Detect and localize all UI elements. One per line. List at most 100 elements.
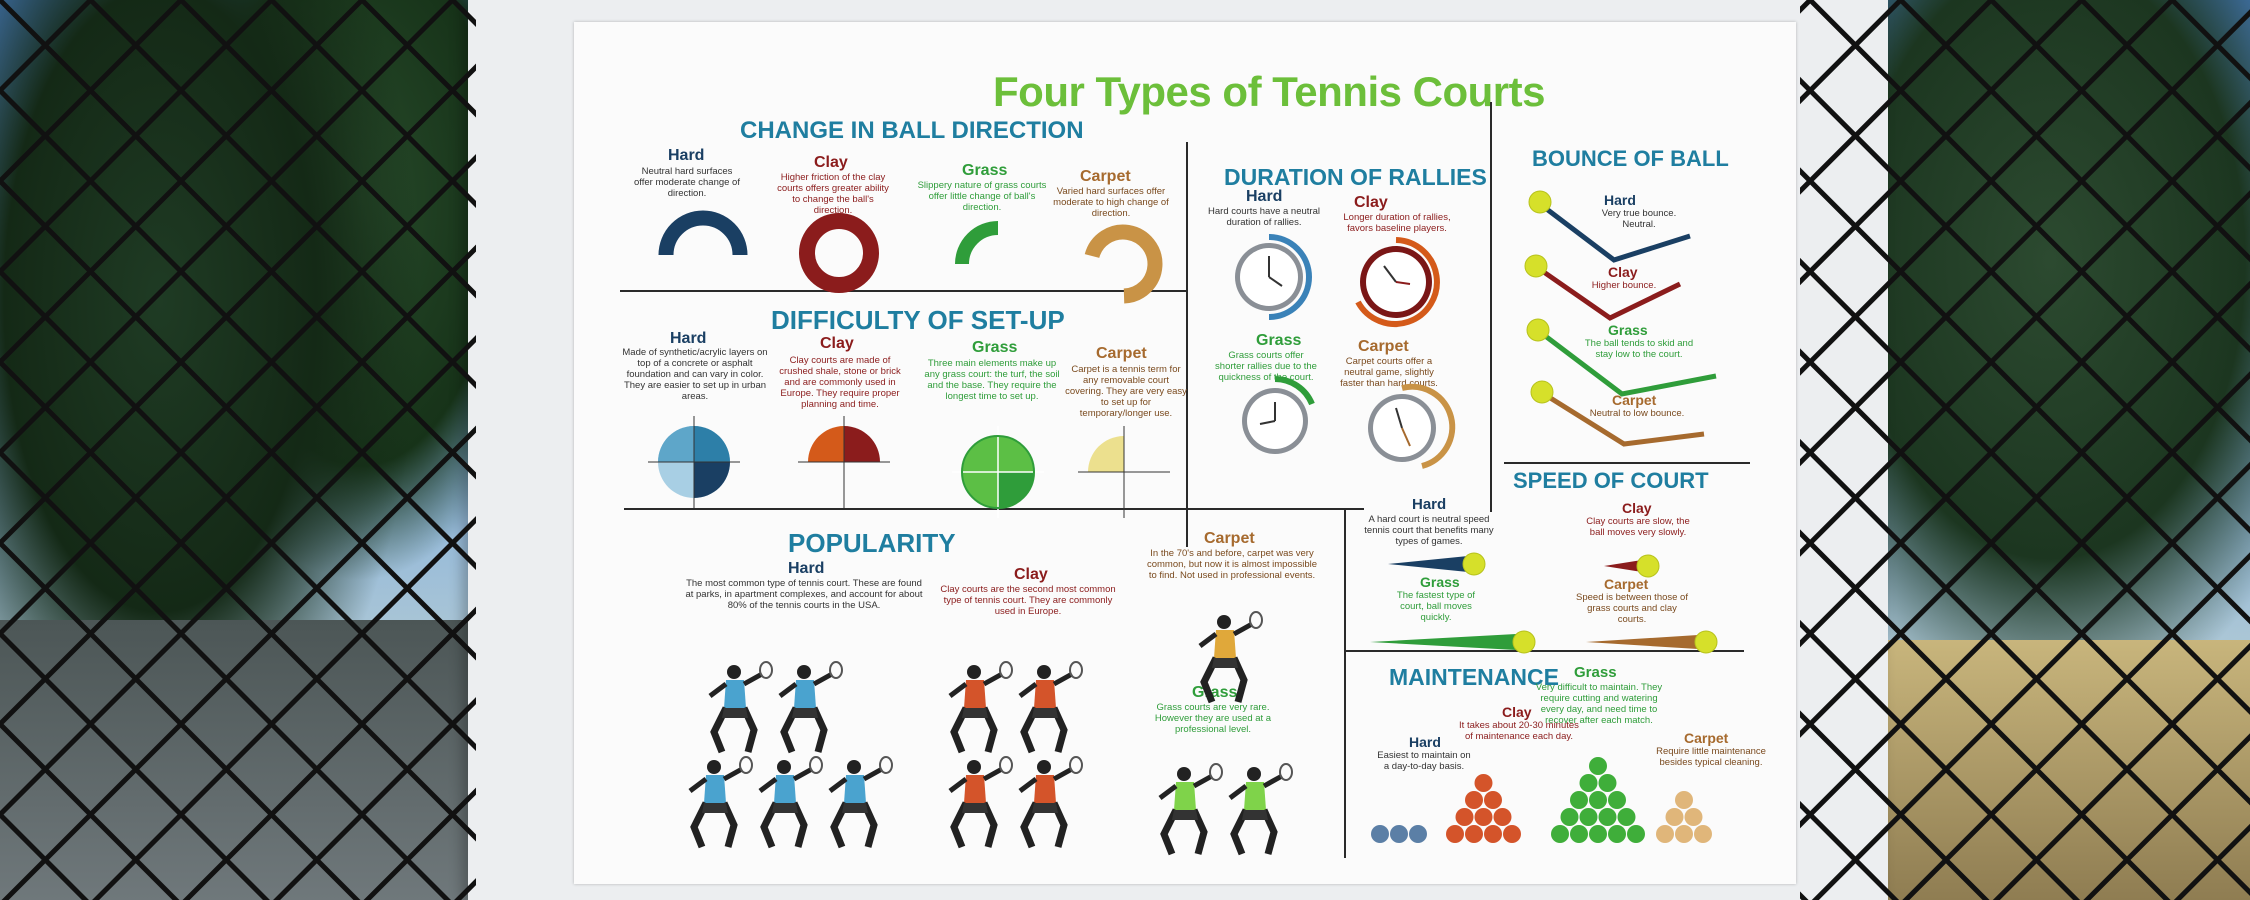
maintenance-hard-label: Hard <box>1409 734 1441 750</box>
setup-carpet-text: Carpet is a tennis term for any removabl… <box>1065 364 1187 419</box>
bounce-clay-label: Clay <box>1608 264 1638 280</box>
popularity-title: POPULARITY <box>788 528 956 558</box>
bouncing-ball-trail-icon <box>1524 190 1717 447</box>
maintenance-ball <box>1465 791 1483 809</box>
maintenance-ball <box>1484 791 1502 809</box>
maintenance-ball <box>1465 825 1483 843</box>
divider <box>620 290 1186 292</box>
tennis-player-icon <box>778 661 843 754</box>
tennis-player-icon <box>1158 763 1223 856</box>
clock-icon <box>1242 376 1315 454</box>
ball-direction-clay-text: Higher friction of the clay courts offer… <box>777 172 889 216</box>
popularity-hard-text: The most common type of tennis court. Th… <box>685 578 923 611</box>
maintenance-ball <box>1503 825 1521 843</box>
maintenance-grass-text: Very difficult to maintain. They require… <box>1535 682 1663 726</box>
maintenance-clay-text: It takes about 20-30 minutes of maintena… <box>1459 720 1579 742</box>
maintenance-ball <box>1608 791 1626 809</box>
maintenance-ball <box>1551 825 1569 843</box>
rallies-clay-label: Clay <box>1354 194 1388 211</box>
tennis-player-icon <box>1018 756 1083 849</box>
setup-clay-text: Clay courts are made of crushed shale, s… <box>779 355 901 410</box>
rallies-hard-label: Hard <box>1246 188 1283 205</box>
maintenance-clay-label: Clay <box>1502 704 1532 720</box>
ball-direction-clay-label: Clay <box>814 154 848 171</box>
maintenance-ball <box>1608 825 1626 843</box>
three-quarter-gauge-icon <box>1084 224 1163 304</box>
maintenance-ball <box>1589 791 1607 809</box>
speed-clay-label: Clay <box>1622 500 1652 516</box>
tennis-courts-poster: Four Types of Tennis Courts CHANGE IN BA… <box>574 22 1796 884</box>
maintenance-ball <box>1656 825 1674 843</box>
maintenance-title: MAINTENANCE <box>1389 664 1559 690</box>
rallies-grass-text: Grass courts offer shorter rallies due t… <box>1215 350 1317 383</box>
maintenance-ball <box>1570 791 1588 809</box>
maintenance-ball <box>1684 808 1703 826</box>
speed-hard-label: Hard <box>1412 496 1447 513</box>
quartered-circle-hard-icon <box>648 416 740 508</box>
building-right <box>1880 640 2250 900</box>
clock-icon <box>1235 234 1312 320</box>
ball-speed-trail-icon <box>1370 552 1718 654</box>
divider <box>1186 142 1188 547</box>
ball-pyramid-icon <box>1371 757 1712 843</box>
maintenance-ball <box>1589 825 1607 843</box>
divider <box>1344 508 1346 858</box>
setup-hard-text: Made of synthetic/acrylic layers on top … <box>622 347 768 402</box>
rallies-grass-label: Grass <box>1256 332 1302 349</box>
rallies-carpet-label: Carpet <box>1358 338 1409 355</box>
bounce-clay-text: Higher bounce. <box>1591 280 1657 291</box>
maintenance-ball <box>1675 825 1693 843</box>
maintenance-carpet-text: Require little maintenance besides typic… <box>1656 746 1766 768</box>
speed-grass-text: The fastest type of court, ball moves qu… <box>1396 590 1476 623</box>
tennis-player-icon <box>708 661 773 754</box>
maintenance-ball <box>1474 808 1493 826</box>
maintenance-ball <box>1484 825 1502 843</box>
popularity-clay-text: Clay courts are the second most common t… <box>940 584 1116 617</box>
semicircle-gauge-icon <box>658 210 748 256</box>
bounce-carpet-text: Neutral to low bounce. <box>1589 408 1685 419</box>
maintenance-ball <box>1446 825 1464 843</box>
maintenance-ball <box>1560 808 1579 826</box>
quartered-circle-grass-icon <box>952 426 1044 518</box>
maintenance-hard-text: Easiest to maintain on a day-to-day basi… <box>1377 750 1471 772</box>
maintenance-carpet-label: Carpet <box>1684 730 1729 746</box>
popularity-grass-text: Grass courts are very rare. However they… <box>1154 702 1272 735</box>
maintenance-ball <box>1409 825 1427 843</box>
maintenance-ball <box>1390 825 1408 843</box>
maintenance-ball <box>1598 808 1617 826</box>
ground-left <box>0 620 520 900</box>
quartered-circle-carpet-icon <box>1078 426 1170 518</box>
bounce-hard-text: Very true bounce. Neutral. <box>1601 208 1677 230</box>
divider <box>1344 650 1744 652</box>
clock-icon <box>1368 383 1456 469</box>
bounce-hard-label: Hard <box>1604 192 1636 208</box>
tennis-player-icon <box>828 756 893 849</box>
tennis-player-icon <box>1228 763 1293 856</box>
setup-carpet-label: Carpet <box>1096 345 1147 362</box>
tennis-player-icon <box>948 661 1013 754</box>
setup-grass-label: Grass <box>972 339 1018 356</box>
setup-clay-label: Clay <box>820 335 854 352</box>
rallies-clay-text: Longer duration of rallies, favors basel… <box>1343 212 1451 234</box>
ball-direction-carpet-text: Varied hard surfaces offer moderate to h… <box>1053 186 1169 219</box>
maintenance-ball <box>1579 808 1598 826</box>
maintenance-ball <box>1598 774 1617 792</box>
maintenance-ball <box>1371 825 1389 843</box>
speed-carpet-text: Speed is between those of grass courts a… <box>1576 592 1688 625</box>
tennis-player-icon <box>1198 611 1263 704</box>
setup-hard-label: Hard <box>670 330 707 347</box>
ball-direction-carpet-label: Carpet <box>1080 168 1131 185</box>
maintenance-ball <box>1589 757 1607 775</box>
divider <box>624 508 1364 510</box>
rallies-hard-text: Hard courts have a neutral duration of r… <box>1208 206 1320 228</box>
poster-title: Four Types of Tennis Courts <box>993 68 1545 115</box>
ring-gauge-icon <box>799 213 879 293</box>
maintenance-ball <box>1665 808 1684 826</box>
bounce-title: BOUNCE OF BALL <box>1532 146 1729 171</box>
speed-title: SPEED OF COURT <box>1513 468 1709 493</box>
divider <box>1490 102 1492 512</box>
speed-hard-text: A hard court is neutral speed tennis cou… <box>1364 514 1494 547</box>
clock-icon <box>1355 237 1440 327</box>
divider <box>1504 462 1750 464</box>
